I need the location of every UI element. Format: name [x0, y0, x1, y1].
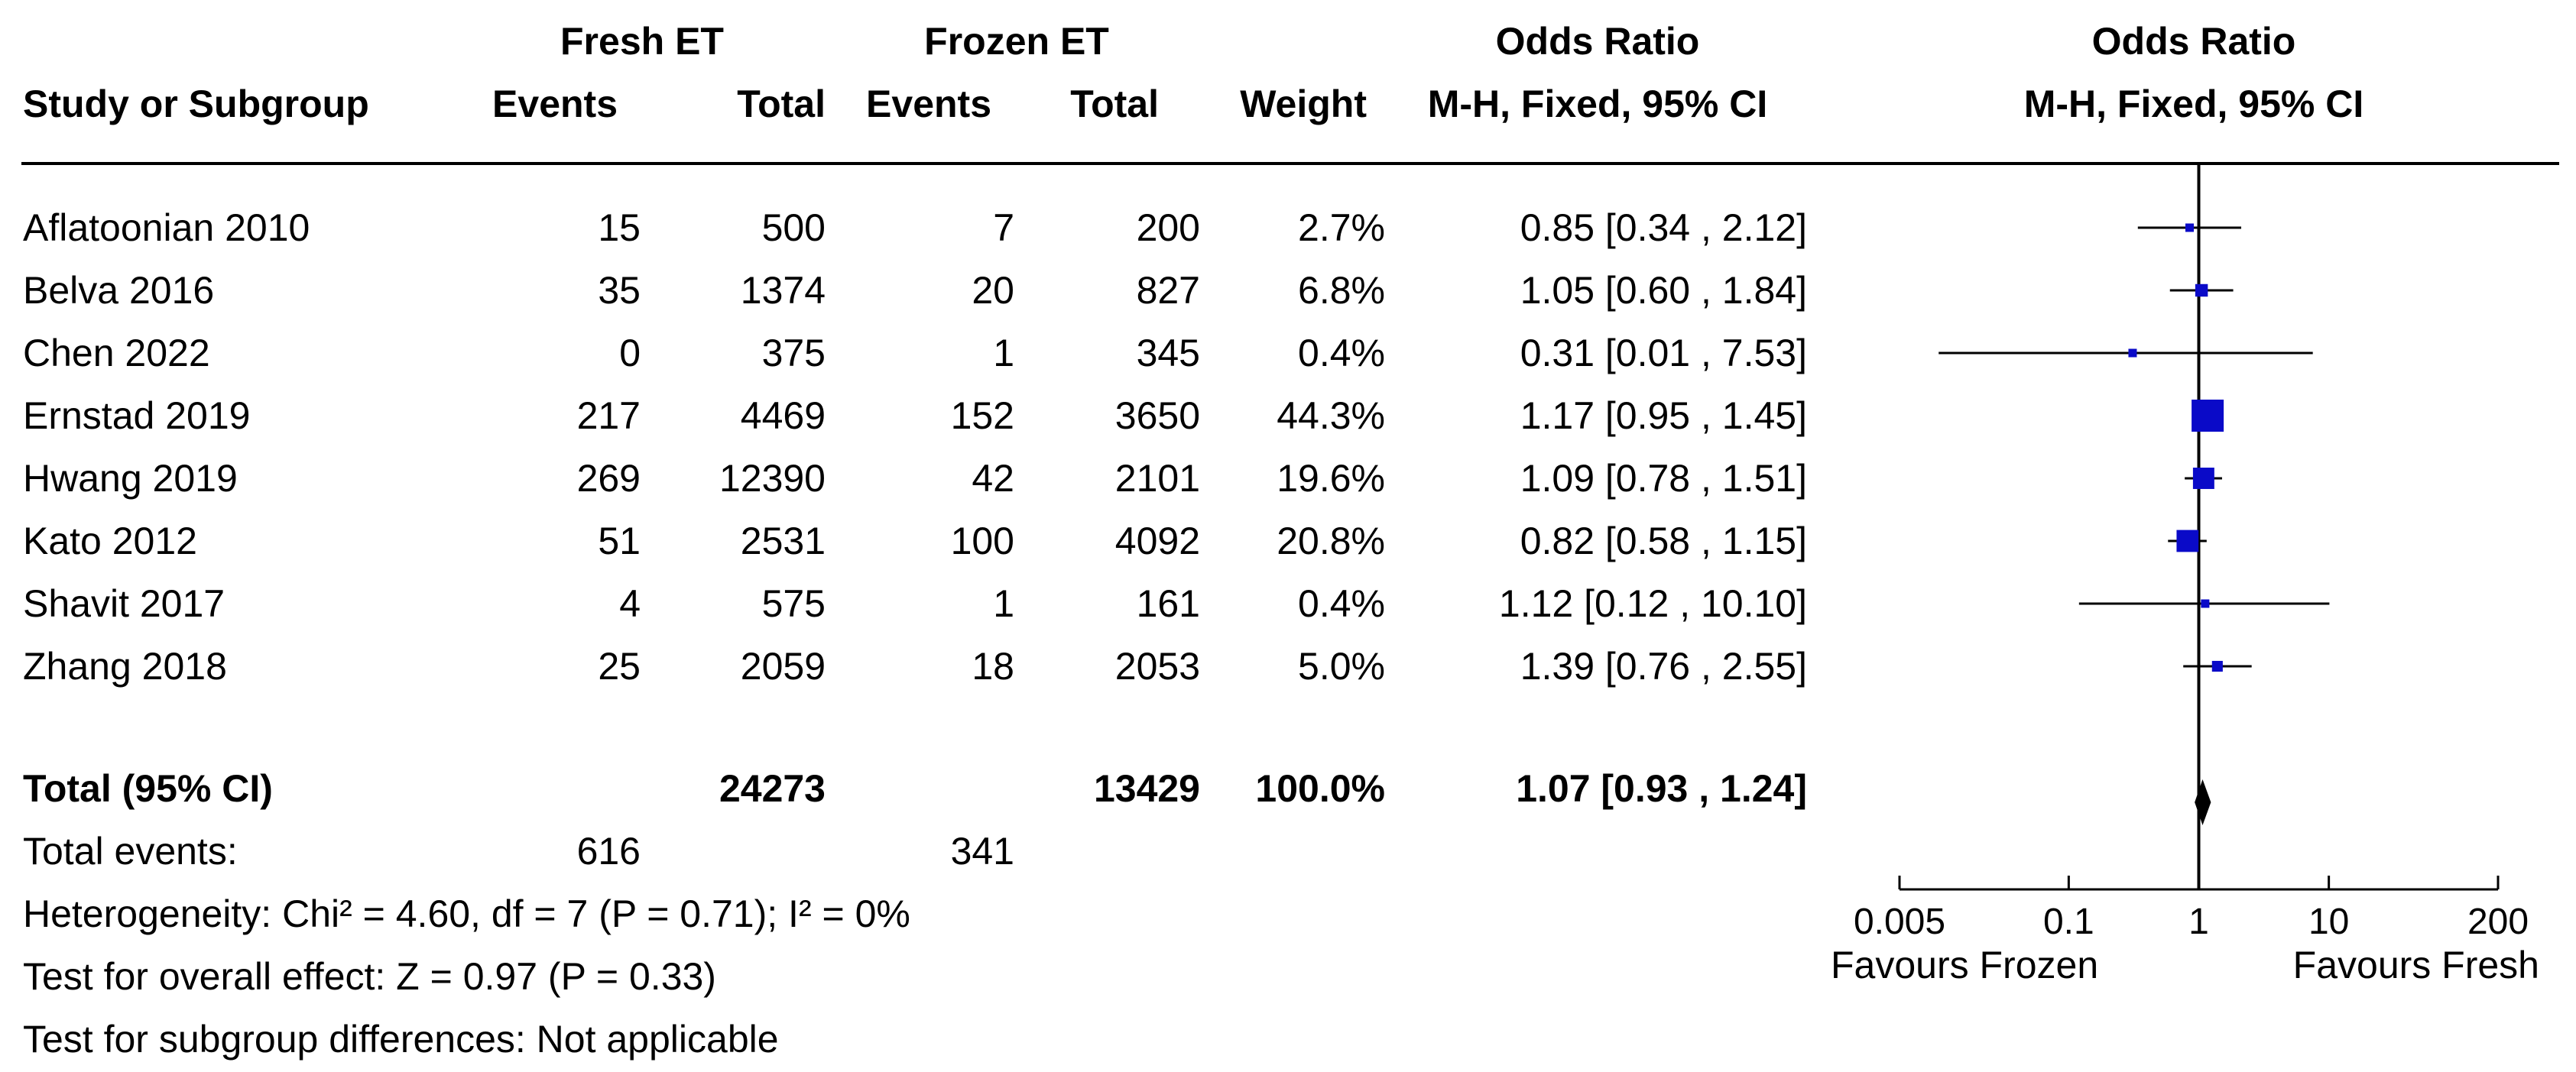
total1-value: 575 — [761, 582, 826, 625]
total2-value: 161 — [1136, 582, 1200, 625]
events2-value: 1 — [993, 332, 1014, 374]
plot-title: Odds Ratio — [2091, 20, 2296, 63]
group1-header: Fresh ET — [560, 20, 724, 63]
total2-value: 2101 — [1114, 457, 1200, 500]
total1-value: 1374 — [740, 269, 826, 312]
events2-value: 1 — [993, 582, 1014, 625]
total-events2: 341 — [950, 830, 1014, 873]
study-marker — [2176, 530, 2199, 552]
events1-value: 269 — [576, 457, 641, 500]
study-marker — [2195, 283, 2208, 297]
favours-left-label: Favours Frozen — [1831, 944, 2098, 986]
or-ci-text: 1.39 [0.76 , 2.55] — [1520, 645, 1807, 688]
weight-value: 2.7% — [1298, 206, 1385, 249]
x-axis-tick-label: 200 — [2467, 902, 2529, 942]
events2-value: 7 — [993, 206, 1014, 249]
weight-value: 20.8% — [1277, 520, 1385, 562]
x-axis-tick-label: 10 — [2308, 902, 2349, 942]
total1-value: 4469 — [740, 394, 826, 437]
or-ci-text: 0.85 [0.34 , 2.12] — [1520, 206, 1807, 249]
weight-value: 5.0% — [1298, 645, 1385, 688]
total-weight: 100.0% — [1255, 767, 1385, 810]
events2-value: 20 — [972, 269, 1014, 312]
total1-value: 12390 — [719, 457, 826, 500]
total1-value: 2059 — [740, 645, 826, 688]
group2-header: Frozen ET — [924, 20, 1109, 63]
events1-value: 4 — [619, 582, 641, 625]
study-header: Study or Subgroup — [23, 83, 369, 125]
study-marker — [2201, 599, 2210, 608]
weight-value: 6.8% — [1298, 269, 1385, 312]
total2-value: 2053 — [1114, 645, 1200, 688]
events2-value: 18 — [972, 645, 1014, 688]
weight-value: 0.4% — [1298, 332, 1385, 374]
study-name: Belva 2016 — [23, 269, 215, 312]
x-axis-tick-label: 0.005 — [1854, 902, 1945, 942]
events2-value: 42 — [972, 457, 1014, 500]
or-column-method: M-H, Fixed, 95% CI — [1427, 83, 1768, 125]
study-marker — [2128, 348, 2137, 358]
or-ci-text: 0.82 [0.58 , 1.15] — [1520, 520, 1807, 562]
study-name: Hwang 2019 — [23, 457, 238, 500]
heterogeneity-text: Heterogeneity: Chi² = 4.60, df = 7 (P = … — [23, 892, 910, 935]
or-ci-text: 1.09 [0.78 , 1.51] — [1520, 457, 1807, 500]
pooled-or-ci-text: 1.07 [0.93 , 1.24] — [1516, 767, 1807, 810]
total2-header: Total — [1070, 83, 1159, 125]
x-axis-tick-label: 1 — [2188, 902, 2209, 942]
total1-header: Total — [737, 83, 826, 125]
total1-value: 375 — [761, 332, 826, 374]
or-column-title: Odds Ratio — [1495, 20, 1700, 63]
total-events1: 616 — [576, 830, 641, 873]
events1-header: Events — [492, 83, 618, 125]
study-marker — [2192, 400, 2224, 432]
events1-value: 0 — [619, 332, 641, 374]
events1-value: 25 — [598, 645, 641, 688]
or-ci-text: 1.05 [0.60 , 1.84] — [1520, 269, 1807, 312]
events1-value: 15 — [598, 206, 641, 249]
study-name: Ernstad 2019 — [23, 394, 251, 437]
total1-value: 2531 — [740, 520, 826, 562]
weight-value: 19.6% — [1277, 457, 1385, 500]
study-marker — [2211, 660, 2223, 672]
overall-effect-text: Test for overall effect: Z = 0.97 (P = 0… — [23, 955, 716, 998]
favours-right-label: Favours Fresh — [2293, 944, 2539, 986]
study-name: Aflatoonian 2010 — [23, 206, 310, 249]
events1-value: 51 — [598, 520, 641, 562]
events2-header: Events — [866, 83, 991, 125]
study-name: Shavit 2017 — [23, 582, 225, 625]
or-ci-text: 1.17 [0.95 , 1.45] — [1520, 394, 1807, 437]
x-axis-tick-label: 0.1 — [2043, 902, 2094, 942]
events2-value: 100 — [950, 520, 1014, 562]
pooled-diamond — [2195, 779, 2211, 825]
study-name: Kato 2012 — [23, 520, 197, 562]
study-marker — [2185, 223, 2194, 232]
total-events-label: Total events: — [23, 830, 238, 873]
events1-value: 217 — [576, 394, 641, 437]
header-divider — [21, 162, 2559, 165]
total1-sum: 24273 — [719, 767, 826, 810]
or-ci-text: 1.12 [0.12 , 10.10] — [1498, 582, 1807, 625]
events1-value: 35 — [598, 269, 641, 312]
total2-sum: 13429 — [1093, 767, 1200, 810]
total1-value: 500 — [761, 206, 826, 249]
study-name: Chen 2022 — [23, 332, 210, 374]
total2-value: 4092 — [1114, 520, 1200, 562]
total2-value: 200 — [1136, 206, 1200, 249]
subgroup-differences-text: Test for subgroup differences: Not appli… — [23, 1018, 779, 1061]
total2-value: 827 — [1136, 269, 1200, 312]
weight-value: 44.3% — [1277, 394, 1385, 437]
study-name: Zhang 2018 — [23, 645, 227, 688]
total-label: Total (95% CI) — [23, 767, 273, 810]
events2-value: 152 — [950, 394, 1014, 437]
weight-header: Weight — [1240, 83, 1367, 125]
total2-value: 3650 — [1114, 394, 1200, 437]
plot-method: M-H, Fixed, 95% CI — [2023, 83, 2364, 125]
study-marker — [2192, 468, 2214, 489]
or-ci-text: 0.31 [0.01 , 7.53] — [1520, 332, 1807, 374]
weight-value: 0.4% — [1298, 582, 1385, 625]
total2-value: 345 — [1136, 332, 1200, 374]
